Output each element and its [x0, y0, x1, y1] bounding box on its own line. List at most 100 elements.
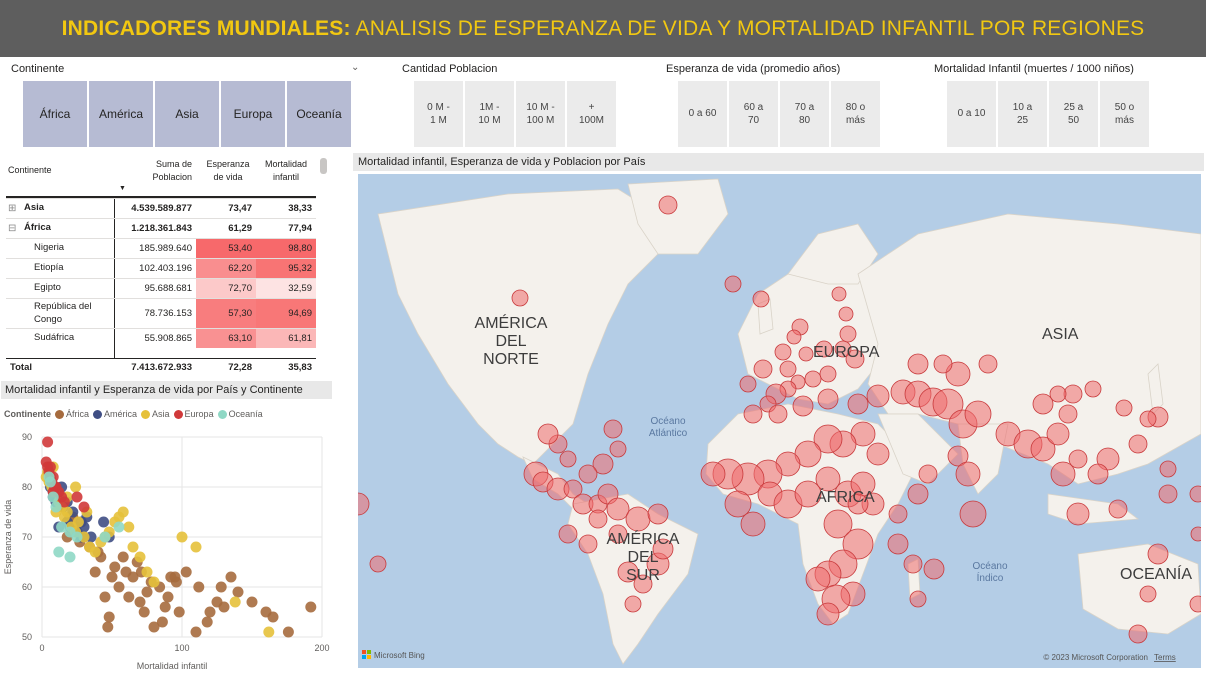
- scatter-point[interactable]: [117, 551, 129, 563]
- scatter-point[interactable]: [120, 566, 132, 578]
- scatter-point[interactable]: [225, 571, 237, 583]
- map-bubble[interactable]: [558, 524, 578, 544]
- map-bubble[interactable]: [603, 419, 623, 439]
- scatter-point[interactable]: [64, 551, 76, 563]
- scatter-point[interactable]: [123, 521, 135, 533]
- map-bubble[interactable]: [798, 346, 814, 362]
- map-bubble[interactable]: [887, 533, 909, 555]
- scatter-point[interactable]: [156, 616, 168, 628]
- scatter-point[interactable]: [204, 606, 216, 618]
- scatter-point[interactable]: [71, 531, 83, 543]
- scatter-point[interactable]: [229, 596, 241, 608]
- map-bubble[interactable]: [1068, 449, 1088, 469]
- map-bubble[interactable]: [823, 509, 853, 539]
- map-bubble[interactable]: [1128, 624, 1148, 644]
- map-bubble[interactable]: [768, 404, 788, 424]
- scatter-point[interactable]: [58, 496, 70, 508]
- scatter-point[interactable]: [47, 491, 59, 503]
- scatter-point[interactable]: [180, 566, 192, 578]
- scatter-point[interactable]: [193, 581, 205, 593]
- map-bubble[interactable]: [805, 566, 831, 592]
- map-bubble[interactable]: [1096, 447, 1120, 471]
- scatter-point[interactable]: [159, 601, 171, 613]
- scatter-point[interactable]: [109, 561, 121, 573]
- map-bubble[interactable]: [845, 349, 865, 369]
- scatter-point[interactable]: [89, 546, 101, 558]
- scatter-point[interactable]: [127, 541, 139, 553]
- map-bubble[interactable]: [786, 329, 802, 345]
- scatter-point[interactable]: [99, 531, 111, 543]
- expand-icon[interactable]: ⊟: [8, 223, 17, 234]
- table-row[interactable]: Sudáfrica 55.908.865 63,10 61,81: [6, 328, 316, 348]
- map-bubble[interactable]: [1066, 502, 1090, 526]
- map-bubble[interactable]: [923, 558, 945, 580]
- map-bubble[interactable]: [834, 340, 852, 358]
- legend-item[interactable]: Europa: [173, 409, 214, 419]
- scatter-point[interactable]: [50, 501, 62, 513]
- matrix-scrollbar[interactable]: [320, 158, 327, 174]
- map-bubble[interactable]: [1032, 393, 1054, 415]
- map-bubble[interactable]: [903, 554, 923, 574]
- map-bubble[interactable]: [1190, 526, 1201, 542]
- map-bubble[interactable]: [774, 343, 792, 361]
- scatter-point[interactable]: [117, 506, 129, 518]
- map-bubble[interactable]: [978, 354, 998, 374]
- map-bubble[interactable]: [831, 286, 847, 302]
- esperanza-tile-2[interactable]: 70 a 80: [780, 81, 829, 147]
- scatter-point[interactable]: [72, 516, 84, 528]
- map-bubble[interactable]: [743, 404, 763, 424]
- scatter-point[interactable]: [70, 481, 82, 493]
- scatter-point[interactable]: [211, 596, 223, 608]
- poblacion-tile-0[interactable]: 0 M -1 M: [414, 81, 463, 147]
- esperanza-tile-1[interactable]: 60 a 70: [729, 81, 778, 147]
- scatter-point[interactable]: [123, 591, 135, 603]
- header-esperanza[interactable]: Esperanza de vida: [206, 159, 250, 182]
- map-bubble[interactable]: [794, 480, 822, 508]
- map-bubble[interactable]: [947, 445, 969, 467]
- legend-item[interactable]: América: [93, 409, 137, 419]
- map-bubble[interactable]: [739, 375, 757, 393]
- poblacion-tile-1[interactable]: 1M -10 M: [465, 81, 514, 147]
- scatter-point[interactable]: [61, 506, 73, 518]
- map-bubble[interactable]: [933, 354, 953, 374]
- scatter-point[interactable]: [141, 586, 153, 598]
- table-row[interactable]: ⊞ Asia 4.539.589.877 73,47 38,33: [6, 198, 316, 218]
- mortalidad-tile-1[interactable]: 10 a 25: [998, 81, 1047, 147]
- poblacion-tile-3[interactable]: +100M: [567, 81, 616, 147]
- scatter-point[interactable]: [246, 596, 258, 608]
- scatter-point[interactable]: [99, 591, 111, 603]
- map-terms-link[interactable]: Terms: [1154, 653, 1176, 662]
- scatter-point[interactable]: [53, 546, 65, 558]
- table-row[interactable]: Egipto 95.688.681 72,70 32,59: [6, 278, 316, 298]
- continente-tile-2[interactable]: Asia: [155, 81, 219, 147]
- scatter-point[interactable]: [260, 606, 272, 618]
- map-bubble[interactable]: [918, 464, 938, 484]
- scatter-point[interactable]: [148, 621, 160, 633]
- map-bubble[interactable]: [819, 365, 837, 383]
- map-bubble[interactable]: [1159, 460, 1177, 478]
- map-bubble[interactable]: [816, 602, 840, 626]
- map-bubble[interactable]: [1139, 585, 1157, 603]
- scatter-point[interactable]: [190, 541, 202, 553]
- mortalidad-tile-0[interactable]: 0 a 10: [947, 81, 996, 147]
- map-bubble[interactable]: [625, 506, 651, 532]
- scatter-point[interactable]: [305, 601, 317, 613]
- map-bubble[interactable]: [752, 290, 770, 308]
- map-bubble[interactable]: [815, 466, 841, 492]
- map-bubble[interactable]: [588, 509, 608, 529]
- map-bubble[interactable]: [838, 306, 854, 322]
- map-bubble[interactable]: [817, 388, 839, 410]
- scatter-point[interactable]: [44, 461, 56, 473]
- map-bubble[interactable]: [1084, 380, 1102, 398]
- esperanza-tile-0[interactable]: 0 a 60: [678, 81, 727, 147]
- scatter-point[interactable]: [190, 626, 202, 638]
- map-bubble[interactable]: [804, 370, 822, 388]
- map-bubble[interactable]: [608, 524, 628, 544]
- map-bubble[interactable]: [1128, 434, 1148, 454]
- scatter-point[interactable]: [201, 616, 213, 628]
- scatter-point[interactable]: [78, 501, 90, 513]
- map-bubble[interactable]: [369, 555, 387, 573]
- scatter-point[interactable]: [173, 606, 185, 618]
- map-bubble[interactable]: [1087, 463, 1109, 485]
- header-mortalidad[interactable]: Mortalidad infantil: [264, 159, 308, 182]
